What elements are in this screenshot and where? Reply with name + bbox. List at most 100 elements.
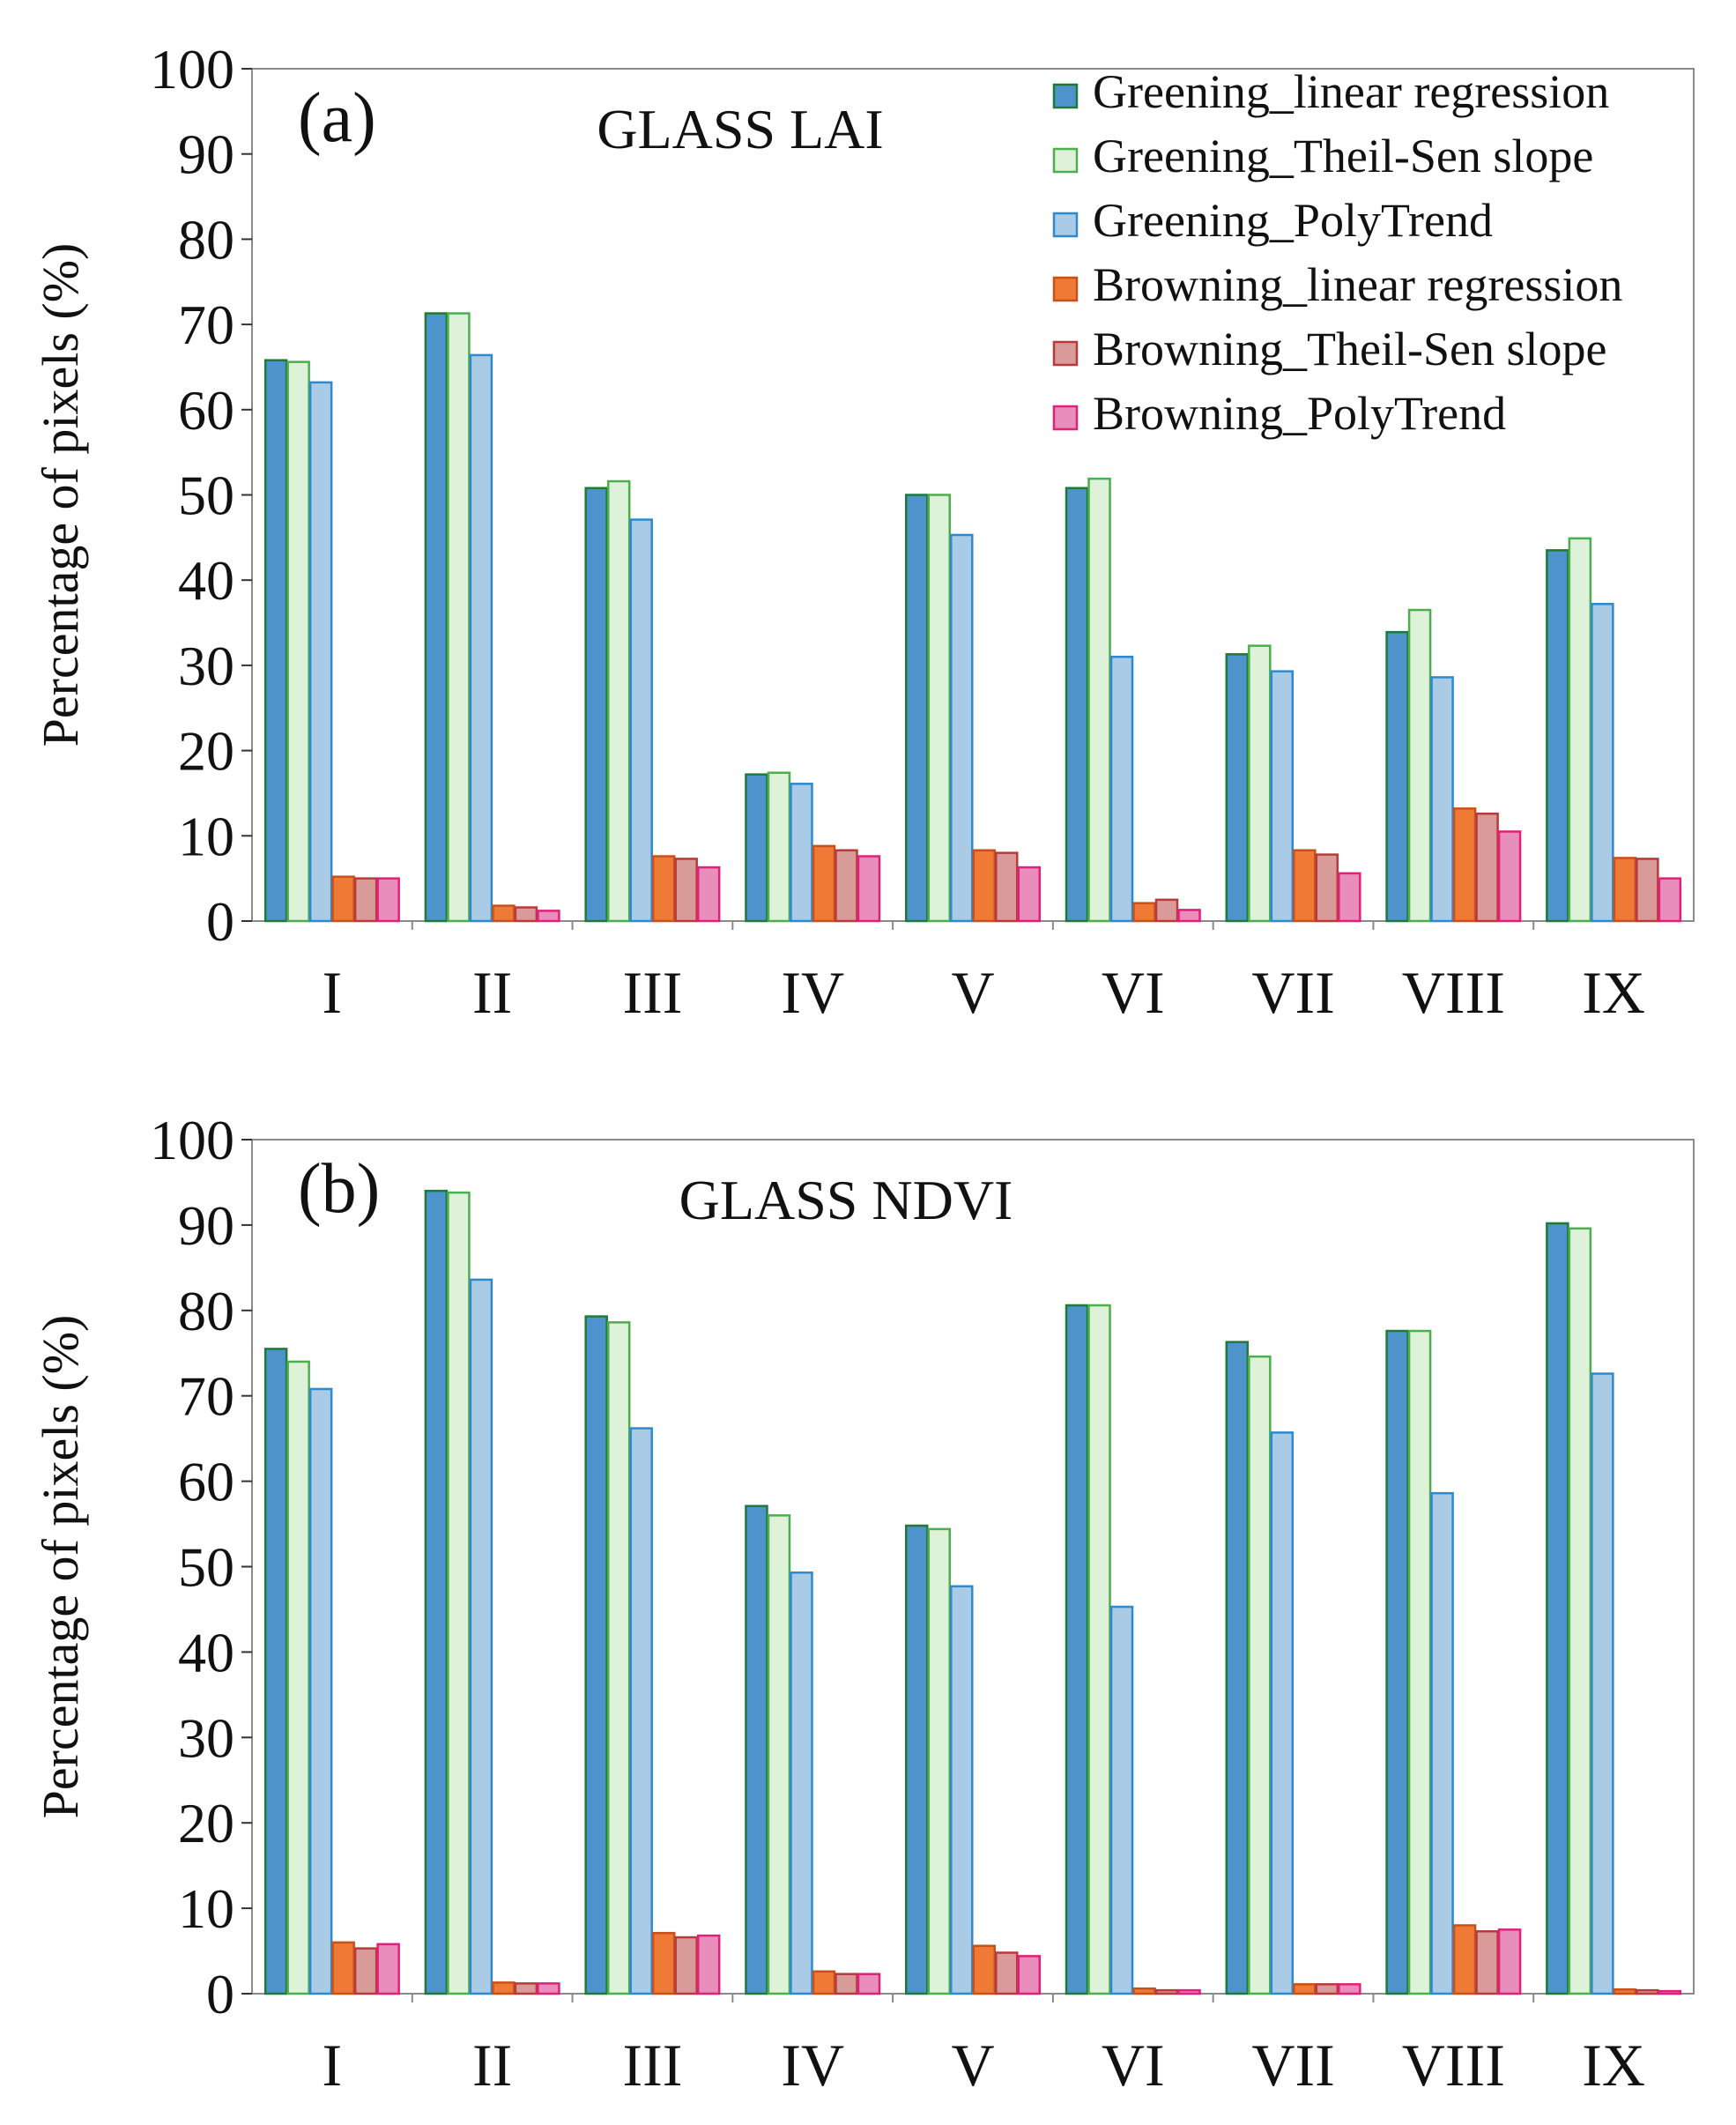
x-category-label: IV [781, 2032, 844, 2099]
bar-3-5 [857, 855, 881, 923]
y-tick-label: 100 [150, 1109, 234, 1171]
bar-7-3 [1452, 1924, 1477, 1995]
bar-1-1 [447, 312, 471, 923]
bar-3-0 [745, 773, 768, 923]
legend-swatch-3 [1052, 276, 1079, 302]
bar-8-0 [1546, 549, 1569, 923]
x-category-label: II [472, 2032, 512, 2099]
bar-7-1 [1407, 608, 1432, 923]
bar-7-1 [1407, 1329, 1432, 1995]
bar-0-4 [353, 1947, 378, 1995]
bar-2-5 [696, 1934, 721, 1995]
x-category-label: III [622, 2032, 682, 2099]
bar-3-3 [812, 1970, 836, 1995]
bar-8-4 [1636, 858, 1659, 923]
x-category-label: IV [781, 959, 844, 1026]
bar-7-4 [1475, 812, 1499, 923]
legend-swatch-1 [1052, 147, 1079, 174]
bar-1-3 [492, 1981, 516, 1995]
y-tick-label: 40 [178, 1621, 234, 1683]
legend-entry-0: Greening_linear regression [1093, 65, 1609, 118]
y-tick-label: 20 [178, 1792, 234, 1854]
bar-5-2 [1109, 655, 1134, 923]
y-tick-label: 0 [206, 1963, 234, 2025]
y-tick-label: 10 [178, 1877, 234, 1940]
bar-4-1 [927, 1527, 951, 1995]
bar-2-0 [584, 1315, 608, 1995]
bar-6-1 [1248, 1355, 1272, 1995]
legend-entry-2: Greening_PolyTrend [1093, 194, 1493, 247]
bar-6-0 [1225, 653, 1250, 923]
bar-4-4 [995, 851, 1019, 923]
bar-2-4 [674, 1936, 698, 1995]
y-tick-label: 70 [178, 1365, 234, 1428]
bar-1-3 [492, 904, 516, 923]
bar-1-2 [469, 353, 493, 923]
bar-8-4 [1636, 1988, 1659, 1995]
bar-7-0 [1385, 1329, 1409, 1995]
x-category-label: V [951, 959, 994, 1026]
legend-entry-5: Browning_PolyTrend [1093, 387, 1506, 440]
y-tick-label: 50 [178, 1536, 234, 1599]
bar-5-3 [1132, 1987, 1156, 1995]
bar-1-5 [537, 910, 560, 923]
bar-6-2 [1270, 1431, 1295, 1995]
bar-1-4 [514, 1982, 538, 1995]
y-tick-label: 90 [178, 123, 234, 186]
x-category-label: VI [1102, 2032, 1165, 2099]
bar-8-2 [1591, 603, 1614, 923]
y-tick-label: 10 [178, 805, 234, 867]
legend-entry-3: Browning_linear regression [1093, 258, 1622, 311]
x-category-label: II [472, 959, 512, 1026]
y-tick-label: 90 [178, 1194, 234, 1257]
y-tick-label: 30 [178, 1706, 234, 1769]
bar-3-1 [767, 771, 791, 923]
bar-7-4 [1475, 1930, 1499, 1995]
bar-5-5 [1177, 909, 1201, 923]
bar-0-2 [308, 381, 333, 923]
bar-6-3 [1293, 849, 1317, 923]
bar-8-5 [1658, 877, 1682, 923]
bar-5-5 [1177, 1988, 1201, 1995]
bar-5-1 [1087, 1304, 1111, 1995]
bar-7-2 [1430, 1491, 1454, 1995]
legend-swatch-2 [1052, 212, 1079, 238]
bar-4-0 [905, 494, 929, 923]
bar-4-2 [950, 533, 974, 923]
bar-7-3 [1452, 807, 1477, 923]
bar-2-3 [651, 855, 676, 923]
y-tick-label: 80 [178, 208, 234, 271]
legend-entry-4: Browning_Theil-Sen slope [1093, 323, 1606, 375]
legend-swatch-5 [1052, 405, 1079, 431]
legend-swatch-4 [1052, 340, 1079, 367]
y-tick-label: 40 [178, 549, 234, 612]
bar-5-1 [1087, 477, 1111, 923]
bar-8-2 [1591, 1372, 1614, 1995]
y-tick-label: 0 [206, 890, 234, 953]
bar-6-4 [1315, 1983, 1339, 1995]
bar-6-5 [1338, 1983, 1361, 1995]
bar-2-4 [674, 858, 698, 923]
bar-2-5 [696, 866, 721, 923]
y-axis-label: Percentage of pixels (%) [32, 1315, 89, 1819]
x-category-label: VIII [1402, 959, 1505, 1026]
bar-4-3 [972, 1944, 996, 1995]
bar-1-0 [424, 312, 449, 923]
legend-entry-1: Greening_Theil-Sen slope [1093, 130, 1593, 182]
bar-8-3 [1613, 1988, 1637, 1995]
y-axis-label: Percentage of pixels (%) [32, 243, 89, 747]
bar-6-2 [1270, 670, 1295, 923]
bar-5-0 [1065, 1304, 1089, 1995]
chart-title: GLASS NDVI [679, 1169, 1013, 1231]
bar-2-2 [629, 1427, 653, 1995]
bar-2-2 [629, 518, 653, 923]
bar-6-0 [1225, 1341, 1250, 1995]
x-category-label: I [323, 959, 343, 1026]
bar-4-1 [927, 494, 951, 923]
bar-0-1 [286, 360, 310, 923]
bar-4-4 [995, 1951, 1019, 1995]
bar-4-5 [1017, 1955, 1041, 1995]
bar-0-0 [263, 359, 288, 923]
bar-0-3 [331, 1941, 355, 1995]
